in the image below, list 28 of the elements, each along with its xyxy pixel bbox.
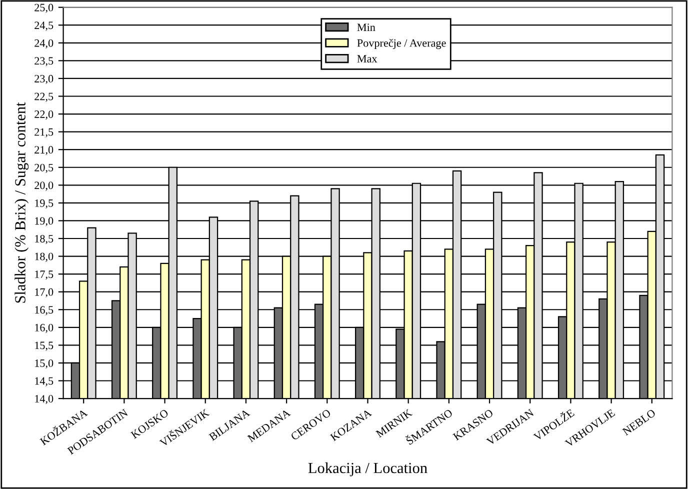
y-tick-label: 18,5: [35, 234, 54, 244]
y-tick-label: 22,0: [34, 110, 54, 120]
y-tick-label: 23,0: [34, 74, 54, 84]
y-tick-label: 15,0: [35, 359, 54, 369]
y-tick-label: 18,0: [35, 252, 54, 262]
y-tick-label: 20,5: [34, 164, 54, 173]
legend-label: Povprečje / Average: [357, 38, 446, 50]
y-tick-label: 20,0: [34, 182, 54, 191]
y-tick-label: 24,0: [34, 39, 54, 48]
y-tick-label: 23,5: [34, 57, 54, 66]
legend-label: Max: [357, 55, 378, 63]
y-tick-label: 21,5: [34, 128, 54, 138]
y-tick-label: 19,0: [35, 217, 54, 226]
y-tick-label: 21,0: [34, 146, 54, 156]
y-tick-label: 16,0: [35, 324, 54, 333]
y-tick-label: 22,5: [34, 92, 54, 102]
x-axis-title: Lokacija / Location: [308, 462, 428, 476]
y-tick-label: 17,5: [35, 270, 54, 280]
y-tick-label: 15,5: [35, 342, 54, 351]
y-tick-label: 25,0: [34, 4, 54, 13]
y-tick-label: 19,5: [35, 199, 54, 208]
y-tick-label: 24,5: [34, 22, 54, 31]
y-tick-label: 14,0: [35, 395, 54, 404]
y-tick-label: 16,5: [35, 306, 54, 316]
y-tick-label: 17,0: [35, 288, 54, 298]
y-tick-label: 14,5: [35, 377, 54, 386]
legend-label: Min: [357, 24, 376, 31]
y-axis-title: Sladkor (% Brix) / Sugar content: [14, 102, 29, 303]
